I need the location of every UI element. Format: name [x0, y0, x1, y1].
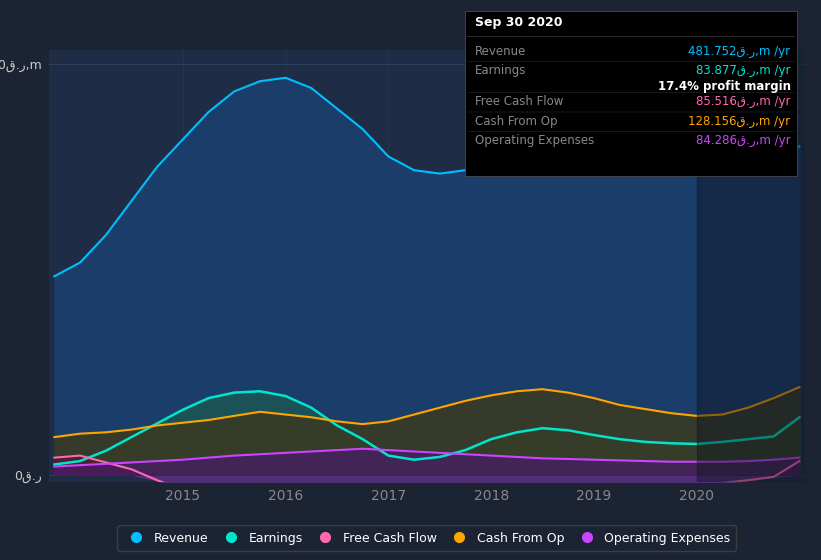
Text: Sep 30 2020: Sep 30 2020	[475, 16, 562, 29]
Text: 85.516ق.ر,m /yr: 85.516ق.ر,m /yr	[696, 95, 791, 108]
Text: Operating Expenses: Operating Expenses	[475, 134, 594, 147]
Text: 128.156ق.ر,m /yr: 128.156ق.ر,m /yr	[689, 115, 791, 128]
Text: 84.286ق.ر,m /yr: 84.286ق.ر,m /yr	[696, 134, 791, 147]
Bar	[697, 50, 810, 482]
Text: Free Cash Flow: Free Cash Flow	[475, 95, 563, 108]
Text: 17.4% profit margin: 17.4% profit margin	[658, 80, 791, 93]
Text: Cash From Op: Cash From Op	[475, 115, 557, 128]
Text: 83.877ق.ر,m /yr: 83.877ق.ر,m /yr	[696, 64, 791, 77]
Text: 481.752ق.ر,m /yr: 481.752ق.ر,m /yr	[689, 45, 791, 58]
Legend: Revenue, Earnings, Free Cash Flow, Cash From Op, Operating Expenses: Revenue, Earnings, Free Cash Flow, Cash …	[117, 525, 736, 551]
Text: Earnings: Earnings	[475, 64, 526, 77]
Text: Revenue: Revenue	[475, 45, 526, 58]
